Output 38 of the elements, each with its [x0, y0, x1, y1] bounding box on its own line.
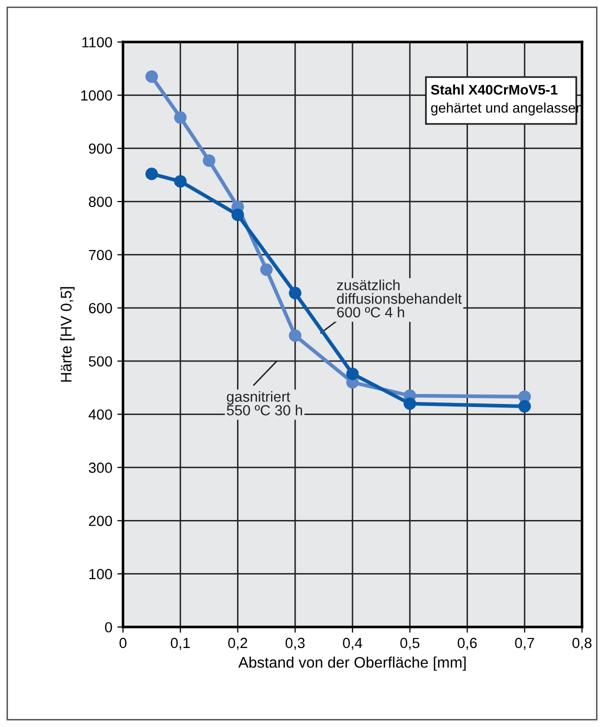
x-tick-label: 0,3: [286, 638, 305, 650]
y-tick-label: 400: [88, 409, 112, 420]
y-tick-label: 1000: [81, 90, 112, 101]
y-tick-label: 0: [105, 622, 112, 632]
x-tick-label: 0,4: [342, 638, 362, 650]
y-tick-label: 600: [88, 303, 112, 314]
y-tick-label: 700: [89, 250, 112, 260]
y-tick-label: 100: [89, 568, 112, 580]
y-tick-label: 900: [88, 143, 112, 154]
y-tick-label: 500: [88, 356, 112, 367]
point: [145, 168, 158, 180]
y-tick-label: 200: [88, 516, 112, 526]
point: [288, 286, 302, 300]
text: gasnitriert 550 ºC 30 h: [226, 391, 302, 416]
point: [518, 400, 531, 413]
point: [174, 111, 187, 124]
x-tick-label: 0,8: [572, 638, 592, 650]
x-tick-label: 0: [120, 638, 126, 648]
x-tick-label: 0,5: [400, 638, 420, 650]
x-tick-label: 0,2: [228, 638, 248, 650]
x-axis-title: Abstand von der Oberfläche [mm]: [238, 656, 466, 671]
point: [288, 329, 302, 342]
point: [202, 154, 216, 167]
x-tick-label: 0,1: [170, 638, 190, 650]
point: [145, 70, 158, 83]
x-tick-label: 0,6: [458, 638, 477, 650]
y-tick-label: 1100: [82, 37, 112, 48]
point: [260, 263, 273, 276]
y-tick-label: 800: [88, 196, 112, 207]
y-tick-label: 300: [88, 462, 112, 473]
y-axis-title: Härte [HV 0,5]: [60, 287, 75, 382]
point: [232, 208, 244, 222]
point: [174, 175, 187, 188]
annotation: Stahl X40CrMoV5-1: [430, 84, 558, 95]
x-tick-label: 0,7: [515, 638, 534, 650]
point: [346, 368, 359, 380]
point: [404, 397, 416, 410]
series-label: zusätzlich diffusionsbehandelt 600 ºC 4 h: [337, 280, 462, 318]
